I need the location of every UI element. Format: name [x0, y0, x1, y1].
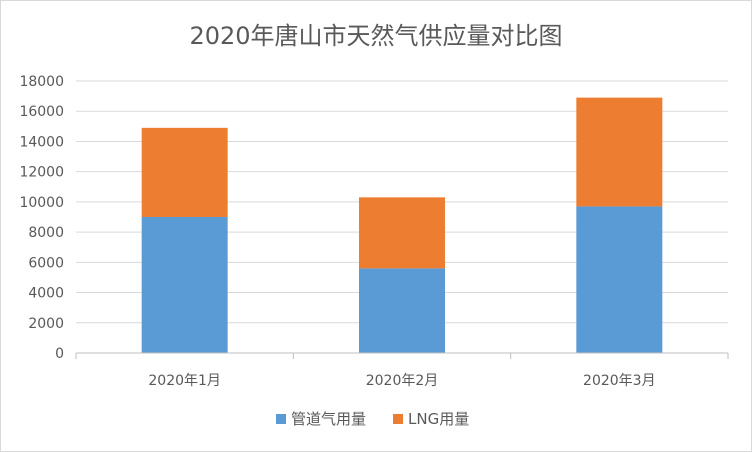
- y-tick-label: 10000: [19, 195, 64, 211]
- bars: [141, 97, 663, 353]
- x-category-label: 2020年2月: [366, 373, 439, 389]
- y-tick-label: 18000: [19, 74, 64, 90]
- bar-pipeline-gas-1: [141, 217, 228, 353]
- legend: 管道气用量 LNG用量: [276, 410, 469, 428]
- y-tick-label: 12000: [19, 165, 64, 181]
- y-tick-label: 4000: [28, 286, 64, 302]
- y-tick-label: 0: [55, 346, 64, 362]
- y-tick-label: 6000: [28, 255, 64, 271]
- legend-label-lng: LNG用量: [408, 410, 469, 428]
- y-axis-tick-labels: 0 2000 4000 6000 8000 10000 12000 14000 16000 180…: [19, 74, 64, 362]
- legend-label-pipeline-gas: 管道气用量: [291, 410, 366, 428]
- y-tick-label: 8000: [28, 225, 64, 241]
- x-category-label: 2020年1月: [148, 373, 221, 389]
- legend-swatch-pipeline-gas: [276, 414, 286, 424]
- x-category-label: 2020年3月: [583, 373, 656, 389]
- bar-lng-3: [576, 97, 663, 207]
- legend-swatch-lng: [393, 414, 403, 424]
- chart-title: 2020年唐山市天然气供应量对比图: [189, 22, 562, 50]
- bar-lng-2: [359, 197, 445, 269]
- x-axis: 2020年1月 2020年2月 2020年3月: [75, 352, 729, 389]
- y-tick-label: 16000: [19, 104, 64, 120]
- y-tick-label: 2000: [28, 316, 64, 332]
- bar-pipeline-gas-2: [359, 268, 445, 353]
- bar-pipeline-gas-3: [576, 206, 663, 353]
- y-tick-label: 14000: [19, 134, 64, 150]
- bar-lng-1: [141, 127, 228, 217]
